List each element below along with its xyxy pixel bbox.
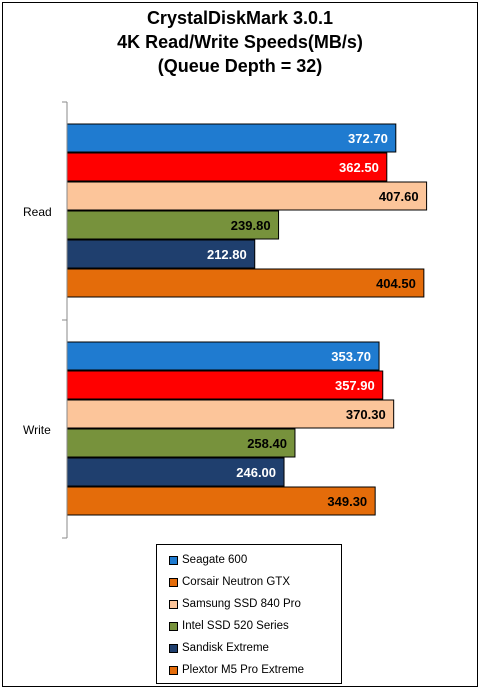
legend-swatch [169,577,178,587]
chart-title-line-1: CrystalDiskMark 3.0.1 [146,8,334,28]
legend-label: Seagate 600 [182,554,248,566]
value-label-read-4: 212.80 [207,247,247,262]
legend-swatch [169,599,178,609]
chart-title: CrystalDiskMark 3.0.1 4K Read/Write Spee… [0,6,480,78]
category-label-read: Read [23,205,52,219]
value-label-write-2: 370.30 [346,407,386,422]
bar-write-4 [66,457,285,487]
value-label-read-5: 404.50 [376,276,416,291]
bar-write-5 [66,486,376,516]
value-label-read-1: 362.50 [339,160,379,175]
legend-label: Sandisk Extreme [182,642,269,654]
legend-label: Intel SSD 520 Series [182,620,289,632]
legend-label: Corsair Neutron GTX [182,576,291,588]
bar-read-0 [66,123,397,153]
bar-read-4 [66,239,256,269]
bar-write-1 [66,370,384,400]
category-label-write: Write [23,423,51,437]
chart-title-line-3: (Queue Depth = 32) [157,56,323,76]
bar-write-3 [66,428,296,458]
value-label-write-0: 353.70 [331,349,371,364]
legend-swatch [169,643,178,653]
bar-read-5 [66,268,425,298]
legend-item: Seagate 600 [169,550,247,570]
legend-swatch [169,621,178,631]
bar-read-2 [66,181,428,211]
legend-item: Plextor M5 Pro Extreme [169,660,304,680]
legend-item: Sandisk Extreme [169,638,269,658]
bar-read-3 [66,210,280,240]
value-label-read-2: 407.60 [379,189,419,204]
bars-group [66,123,428,516]
bar-write-2 [66,399,395,429]
legend-swatch [169,665,178,675]
value-label-write-1: 357.90 [335,378,375,393]
legend-item: Corsair Neutron GTX [169,572,290,592]
legend: Seagate 600 Corsair Neutron GTX Samsung … [156,544,342,684]
value-label-write-5: 349.30 [327,494,367,509]
value-label-write-3: 258.40 [247,436,287,451]
bar-read-1 [66,152,388,182]
value-label-read-0: 372.70 [348,131,388,146]
value-label-write-4: 246.00 [236,465,276,480]
bar-write-0 [66,341,380,371]
legend-label: Samsung SSD 840 Pro [182,598,301,610]
legend-item: Intel SSD 520 Series [169,616,289,636]
legend-swatch [169,555,178,565]
chart-title-line-2: 4K Read/Write Speeds(MB/s) [117,32,363,52]
legend-label: Plextor M5 Pro Extreme [182,664,305,676]
value-label-read-3: 239.80 [231,218,271,233]
legend-item: Samsung SSD 840 Pro [169,594,301,614]
